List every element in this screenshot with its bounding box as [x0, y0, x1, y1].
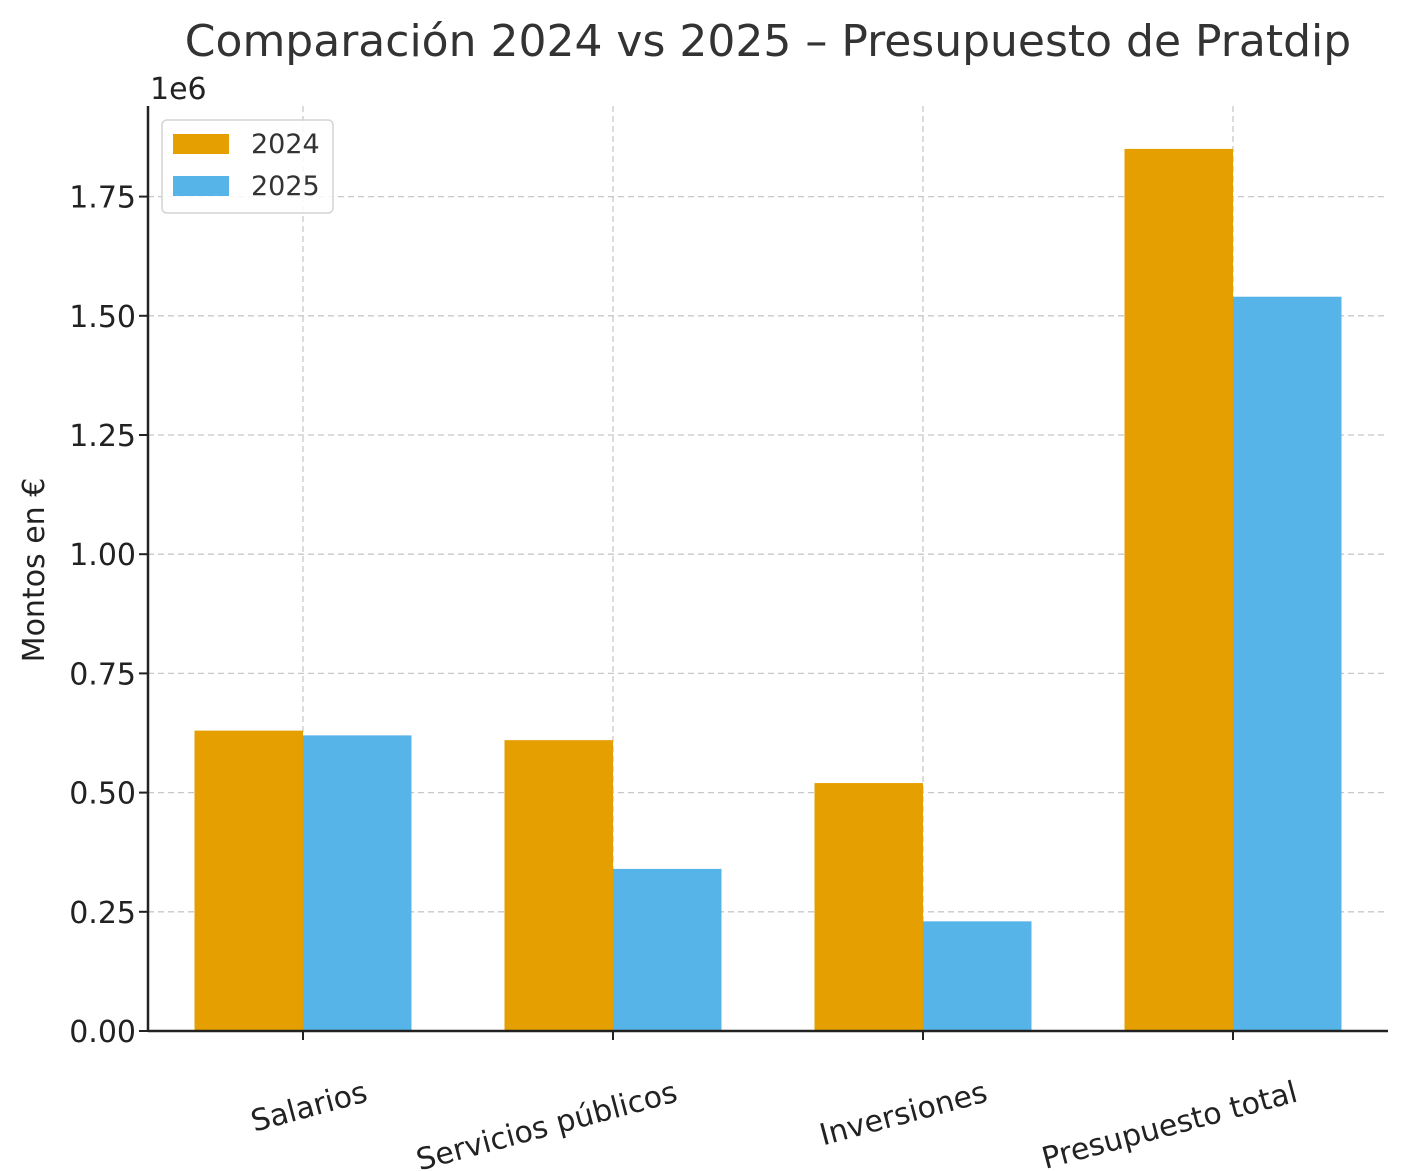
bar-2024-1 — [504, 740, 613, 1031]
y-tick-label: 0.75 — [69, 657, 136, 692]
x-tick-label: Presupuesto total — [1038, 1075, 1301, 1171]
y-ticks: 0.00 0.25 0.50 0.75 1.00 1.25 1.50 1.75 — [69, 181, 148, 1050]
axes — [146, 106, 1388, 1033]
y-tick-label: 1.00 — [69, 538, 136, 573]
x-tick-label: Servicios públicos — [413, 1075, 681, 1171]
bar-2025-3 — [1233, 296, 1342, 1031]
legend-swatch-2024 — [173, 134, 229, 154]
x-tick-label: Inversiones — [816, 1075, 991, 1153]
bar-2024-3 — [1124, 148, 1233, 1032]
legend-label-2025: 2025 — [251, 171, 320, 202]
y-axis-offset-label: 1e6 — [150, 72, 207, 107]
y-axis-label: Montos en € — [17, 478, 52, 663]
bar-2024-2 — [814, 783, 923, 1031]
y-tick-label: 0.00 — [69, 1015, 136, 1050]
y-tick-label: 1.75 — [69, 181, 136, 216]
legend-swatch-2025 — [173, 176, 229, 196]
bars-group — [194, 148, 1342, 1032]
y-tick-label: 1.50 — [69, 300, 136, 335]
legend-label-2024: 2024 — [251, 129, 320, 160]
bar-2024-0 — [194, 730, 303, 1031]
bar-2025-0 — [303, 735, 412, 1031]
y-tick-label: 0.25 — [69, 896, 136, 931]
y-tick-label: 1.25 — [69, 419, 136, 454]
legend: 2024 2025 — [161, 119, 334, 214]
chart-title: Comparación 2024 vs 2025 – Presupuesto d… — [185, 16, 1351, 67]
bar-2025-2 — [923, 921, 1032, 1031]
x-tick-label: Salarios — [247, 1075, 371, 1140]
y-tick-label: 0.50 — [69, 777, 136, 812]
x-ticks: Salarios Servicios públicos Inversiones Pre… — [247, 1031, 1301, 1171]
bar-2025-1 — [613, 868, 722, 1031]
